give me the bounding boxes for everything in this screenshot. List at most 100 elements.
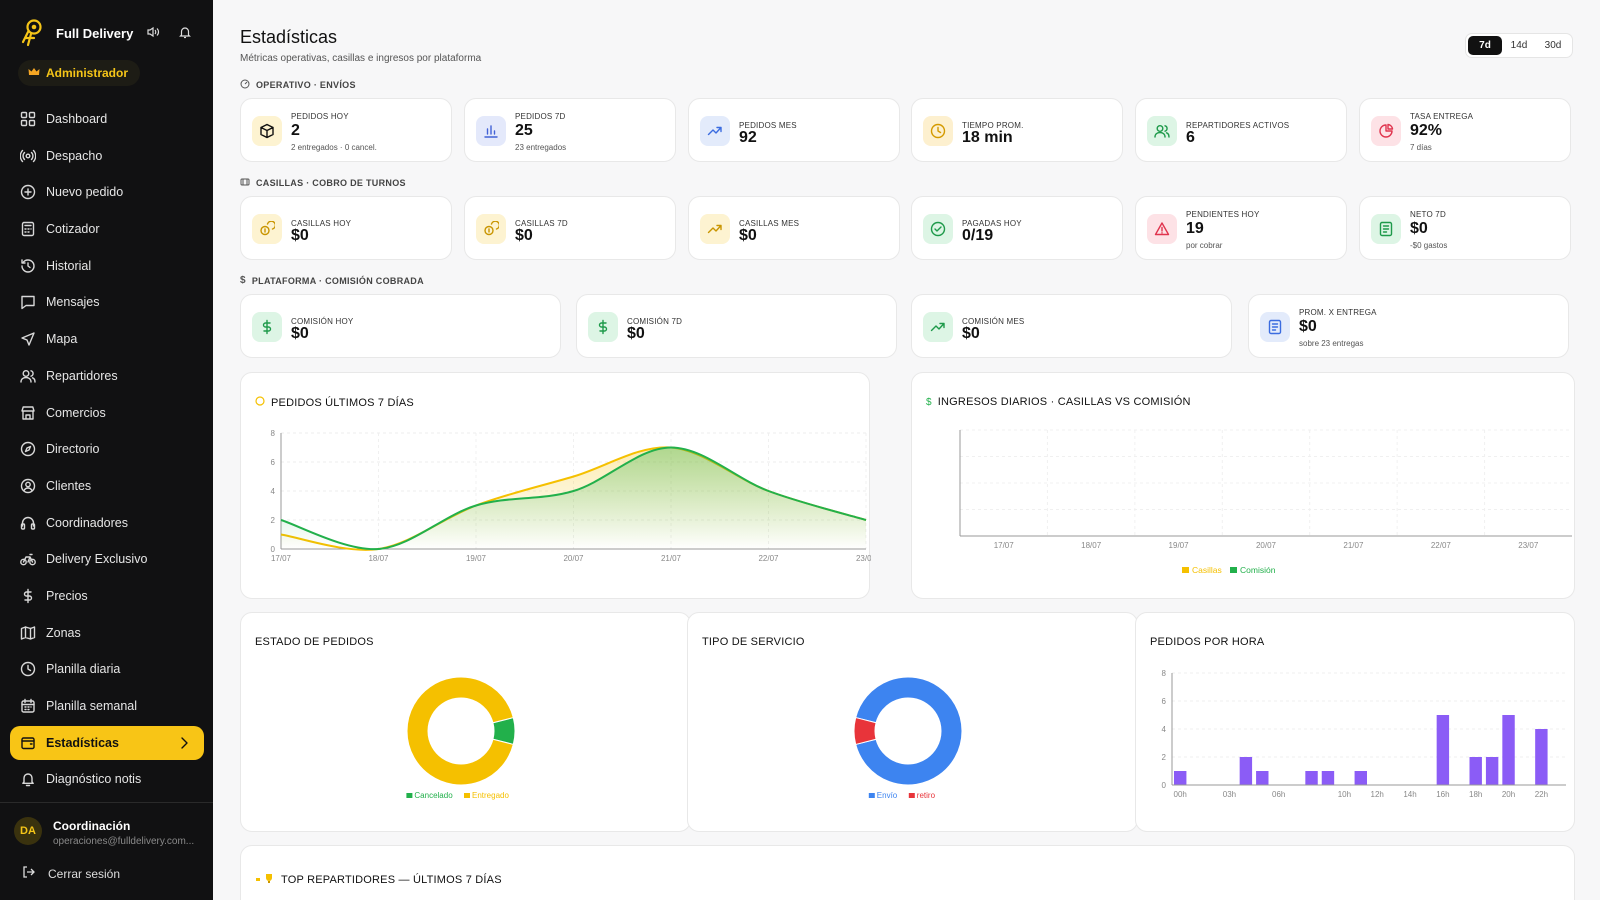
logout-icon xyxy=(22,865,36,882)
y-tick-label: 4 xyxy=(1162,725,1167,734)
slice-envío xyxy=(855,676,963,786)
kpi-label: TIEMPO PROM. xyxy=(962,121,1024,130)
history-icon xyxy=(20,258,36,274)
receipt-icon xyxy=(1371,214,1401,244)
sidebar-item-mapa[interactable]: Mapa xyxy=(10,322,204,356)
coins-icon xyxy=(476,214,506,244)
kpi-value: $0 xyxy=(291,227,309,244)
kpi-value: 0/19 xyxy=(962,227,994,244)
sidebar-item-label: Repartidores xyxy=(46,368,118,383)
kpi-value: 2 xyxy=(291,122,300,139)
legend-label: retiro xyxy=(917,791,936,800)
trend-up-icon xyxy=(700,116,730,146)
sidebar-item-historial[interactable]: Historial xyxy=(10,249,204,283)
avatar[interactable]: DA xyxy=(14,817,42,845)
sound-icon[interactable] xyxy=(146,25,160,44)
kpi-plataforma-card: COMISIÓN MES $0 xyxy=(911,294,1232,358)
sidebar-item-cotizador[interactable]: Cotizador xyxy=(10,212,204,246)
sidebar-item-planilla-semanal[interactable]: Planilla semanal xyxy=(10,689,204,723)
kpi-value: $0 xyxy=(627,325,645,342)
pie-icon xyxy=(1371,116,1401,146)
kpi-label: CASILLAS MES xyxy=(739,219,800,228)
x-tick-label: 14h xyxy=(1403,790,1416,799)
y-tick-label: 2 xyxy=(1162,753,1167,762)
top-repartidores-card: TOP REPARTIDORES — ÚLTIMOS 7 DÍAS xyxy=(240,845,1575,900)
bar-16h xyxy=(1436,715,1450,785)
trend-up-icon xyxy=(923,312,953,342)
kpi-label: COMISIÓN 7D xyxy=(627,317,683,326)
sidebar-item-delivery-exclusivo[interactable]: Delivery Exclusivo xyxy=(10,542,204,576)
bar-00h xyxy=(1174,771,1187,785)
kpi-value: $0 xyxy=(291,325,309,342)
trophy-icon xyxy=(255,873,275,887)
bell-icon xyxy=(20,771,36,787)
kpi-value: 25 xyxy=(515,122,533,139)
legend-label: Comisión xyxy=(1240,565,1276,575)
sidebar-item-repartidores[interactable]: Repartidores xyxy=(10,359,204,393)
kpi-sub: 7 días xyxy=(1410,143,1432,152)
kpi-value: $0 xyxy=(1299,318,1317,335)
crown-icon xyxy=(28,64,40,82)
kpi-operativo-card: PEDIDOS MES 92 xyxy=(688,98,900,162)
section-plataforma: $ PLATAFORMA · COMISIÓN COBRADA xyxy=(240,275,424,286)
sidebar-item-mensajes[interactable]: Mensajes xyxy=(10,285,204,319)
kpi-label: TASA ENTREGA xyxy=(1410,112,1474,121)
bell-icon[interactable] xyxy=(178,25,192,44)
receipt-icon xyxy=(1260,312,1290,342)
kpi-value: 92% xyxy=(1410,122,1443,139)
x-tick-label: 19/07 xyxy=(466,554,487,563)
range-option-14d[interactable]: 14d xyxy=(1510,40,1528,51)
dollar-icon xyxy=(20,588,36,604)
sidebar-item-label: Nuevo pedido xyxy=(46,185,124,200)
calculator-icon xyxy=(20,221,36,237)
chart-ingresos-svg: 17/07 18/07 19/07 20/07 21/07 22/07 23/07 Casil… xyxy=(959,429,1572,575)
brand[interactable]: Full Delivery xyxy=(20,18,133,48)
kpi-label: PROM. X ENTREGA xyxy=(1299,308,1377,317)
section-casillas-label: CASILLAS · COBRO DE TURNOS xyxy=(256,178,406,188)
main-content: Estadísticas Métricas operativas, casill… xyxy=(213,0,1600,900)
chart-pedidos-svg: 0 2 4 6 8 17/07 18/07 19/07 20/07 21/07 22/07 23/07 xyxy=(271,429,871,563)
sidebar-item-precios[interactable]: Precios xyxy=(10,579,204,613)
kpi-label: PEDIDOS MES xyxy=(739,121,797,130)
sidebar-item-zonas[interactable]: Zonas xyxy=(10,616,204,650)
chart-ingresos-card: $ INGRESOS DIARIOS · CASILLAS VS COMISIÓ… xyxy=(911,372,1575,599)
y-tick-label: 4 xyxy=(271,487,276,496)
sidebar-item-label: Delivery Exclusivo xyxy=(46,552,148,567)
sidebar-item-coordinadores[interactable]: Coordinadores xyxy=(10,506,204,540)
x-tick-label: 17/07 xyxy=(994,541,1015,550)
kpi-operativo-card: REPARTIDORES ACTIVOS 6 xyxy=(1135,98,1347,162)
sidebar-item-label: Mapa xyxy=(46,332,78,347)
chart-hora-title: PEDIDOS POR HORA xyxy=(1150,636,1265,648)
sidebar-item-despacho[interactable]: Despacho xyxy=(10,139,204,173)
kpi-label: PEDIDOS 7D xyxy=(515,112,566,121)
kpi-value: 18 min xyxy=(962,129,1013,146)
users-icon xyxy=(20,368,36,384)
sidebar-item-dashboard[interactable]: Dashboard xyxy=(10,102,204,136)
wallet-icon xyxy=(240,177,250,189)
kpi-label: CASILLAS HOY xyxy=(291,219,352,228)
store-icon xyxy=(20,405,36,421)
range-option-30d[interactable]: 30d xyxy=(1544,40,1562,51)
kpi-sub: por cobrar xyxy=(1186,241,1223,250)
sidebar-item-nuevo-pedido[interactable]: Nuevo pedido xyxy=(10,175,204,209)
sidebar-item-clientes[interactable]: Clientes xyxy=(10,469,204,503)
kpi-label: PAGADAS HOY xyxy=(962,219,1022,228)
y-tick-label: 0 xyxy=(1162,781,1167,790)
sidebar-item-label: Zonas xyxy=(46,625,81,640)
trend-up-icon xyxy=(700,214,730,244)
sidebar-item-directorio[interactable]: Directorio xyxy=(10,432,204,466)
kpi-label: COMISIÓN MES xyxy=(962,317,1025,326)
x-tick-label: 16h xyxy=(1436,790,1449,799)
x-tick-label: 10h xyxy=(1338,790,1351,799)
slice-entregado xyxy=(406,676,514,786)
sidebar-item-comercios[interactable]: Comercios xyxy=(10,396,204,430)
sidebar-item-planilla-diaria[interactable]: Planilla diaria xyxy=(10,652,204,686)
sidebar-item-estadisticas[interactable]: Estadísticas xyxy=(10,725,204,760)
x-tick-label: 23/07 xyxy=(856,554,871,563)
x-tick-label: 12h xyxy=(1371,790,1384,799)
sidebar-item-diagnostico[interactable]: Diagnóstico notis xyxy=(10,762,204,796)
y-tick-label: 8 xyxy=(271,429,276,438)
grid-icon xyxy=(20,111,36,127)
logout-button[interactable]: Cerrar sesión xyxy=(22,865,120,882)
range-option-7d[interactable]: 7d xyxy=(1468,36,1502,55)
